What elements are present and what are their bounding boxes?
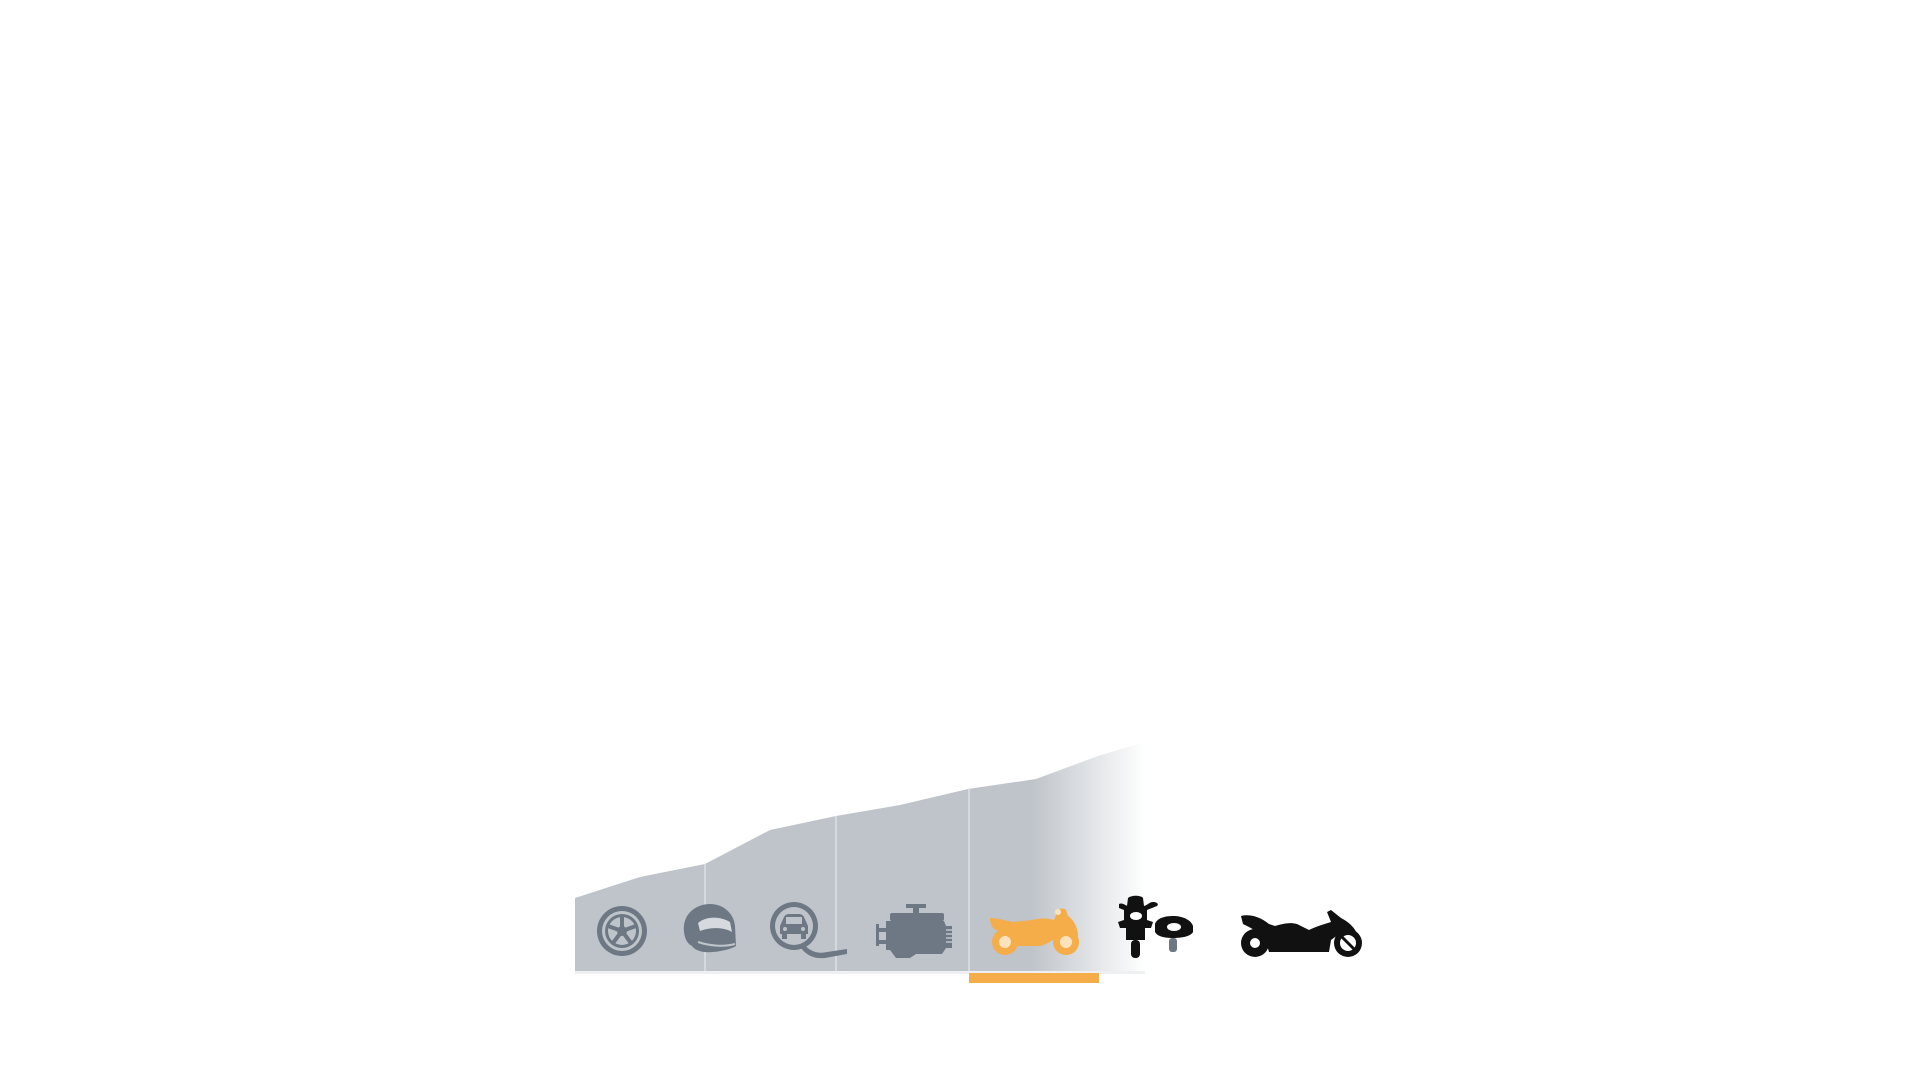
cruiser-motorcycle-icon xyxy=(1241,910,1362,957)
car-test-icon xyxy=(770,902,847,959)
progress-active-segment xyxy=(969,973,1099,983)
sidecar-motorcycle-icon xyxy=(1118,895,1193,958)
sport-motorcycle-icon xyxy=(990,908,1079,955)
step-sport-bike[interactable] xyxy=(988,906,1082,956)
step-helmet[interactable] xyxy=(680,902,738,954)
step-dividers xyxy=(704,756,1100,973)
helmet-icon xyxy=(683,904,736,953)
engine-icon xyxy=(876,904,952,958)
step-engine[interactable] xyxy=(876,904,956,958)
step-sidecar[interactable] xyxy=(1117,894,1197,960)
progress-track xyxy=(575,971,1145,974)
wheel-icon xyxy=(597,906,647,956)
step-wheel[interactable] xyxy=(595,904,649,958)
step-cruiser[interactable] xyxy=(1239,908,1365,958)
step-driving-test[interactable] xyxy=(767,900,847,959)
